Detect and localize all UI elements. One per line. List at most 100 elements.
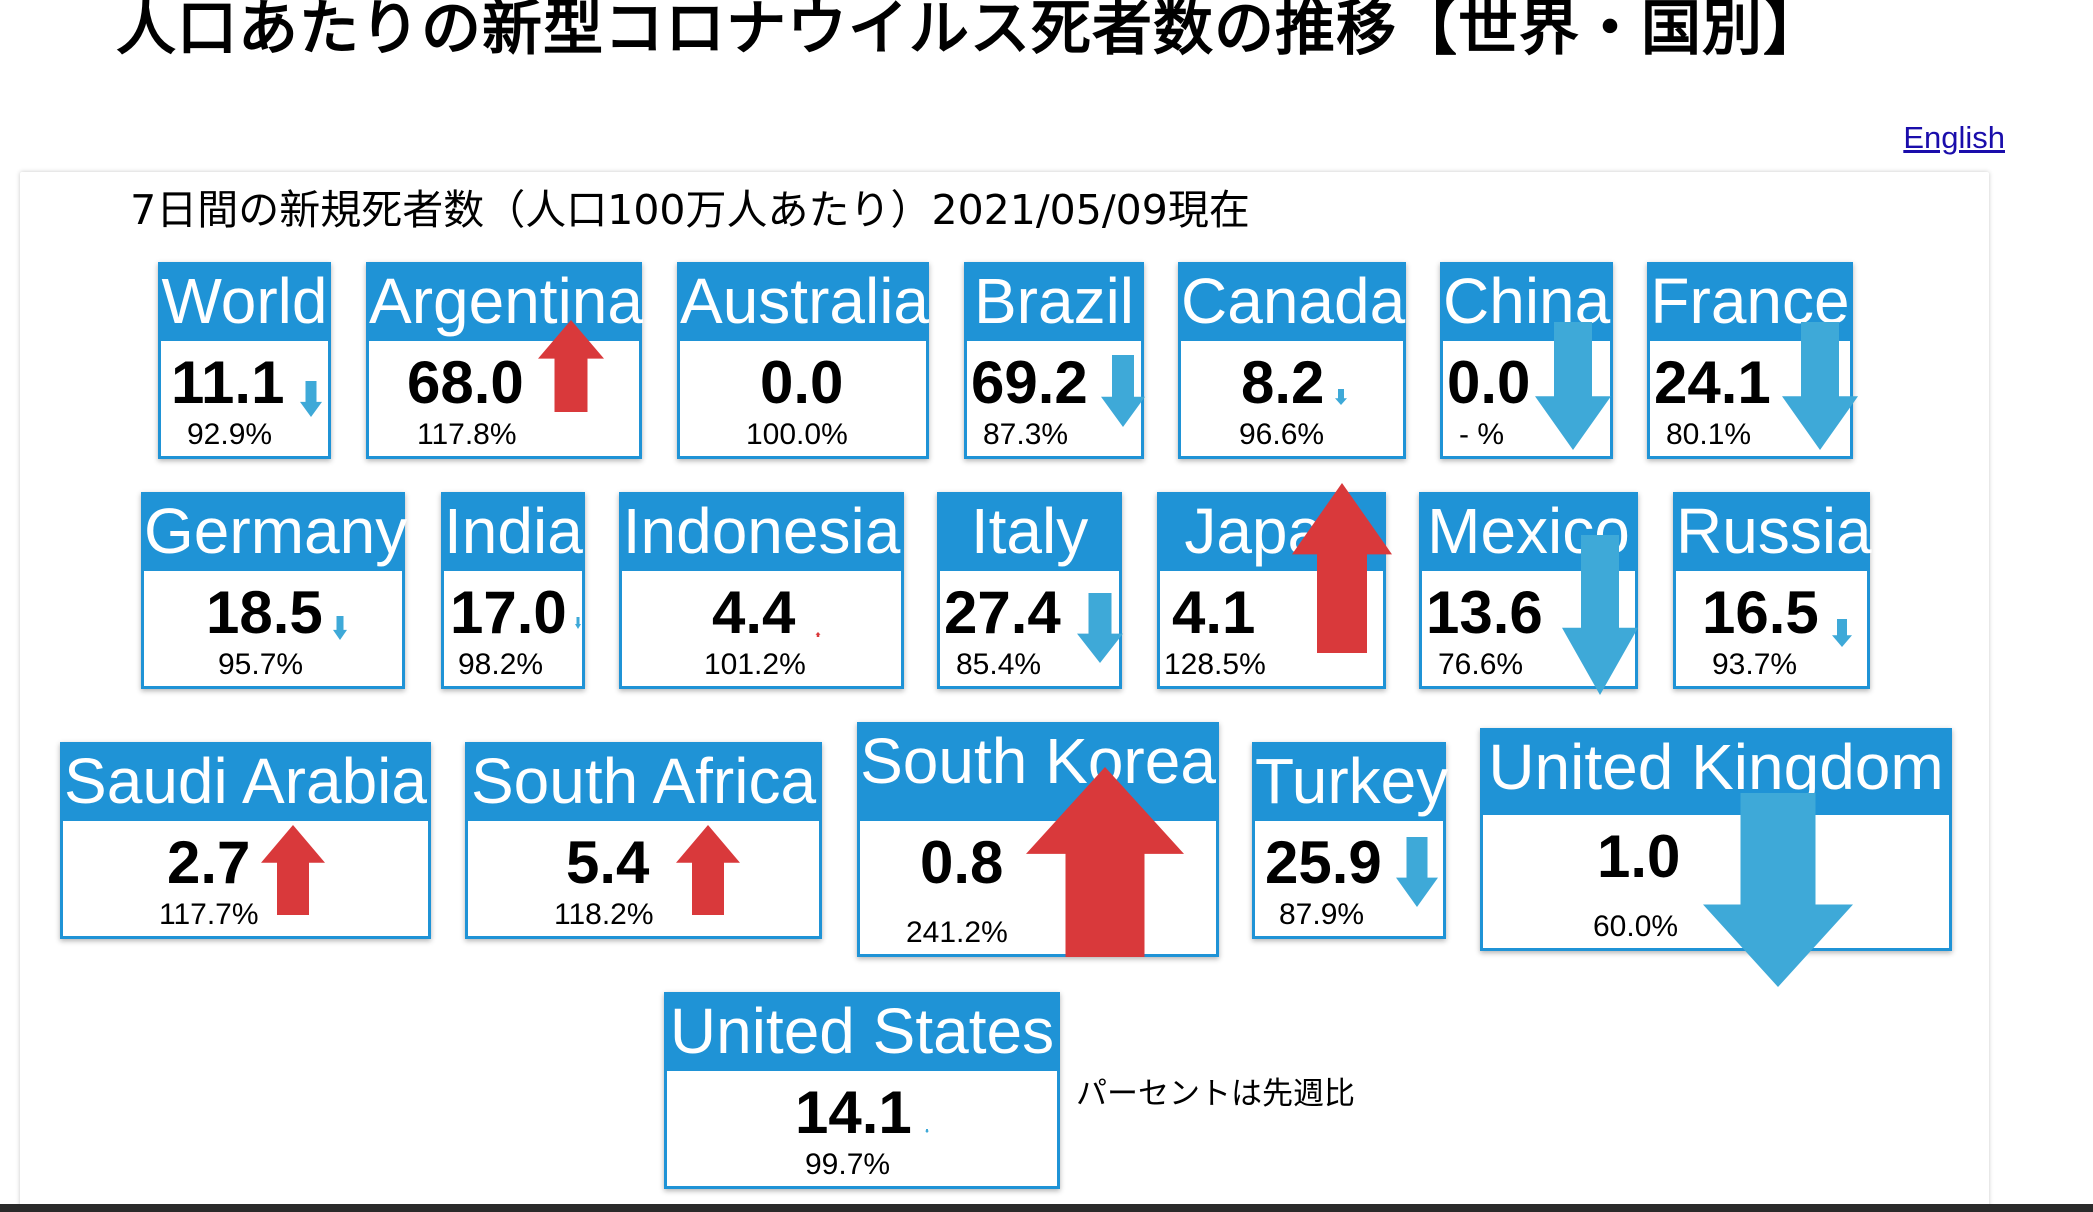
deaths-per-million-value: 1.0: [1597, 823, 1681, 890]
week-over-week-percent: 87.9%: [1279, 898, 1365, 931]
arrow-down-icon: [575, 617, 581, 629]
week-over-week-percent: 80.1%: [1666, 418, 1752, 451]
country-card-saudi-arabia: Saudi Arabia 2.7 117.7%: [60, 742, 431, 939]
arrow-up-icon: [676, 825, 740, 915]
country-card-russia: Russia 16.5 93.7%: [1673, 492, 1872, 689]
deaths-per-million-value: 0.8: [920, 829, 1004, 896]
country-card-turkey: Turkey 25.9 87.9%: [1252, 742, 1448, 939]
deaths-per-million-value: 4.4: [712, 579, 796, 646]
week-over-week-percent: 95.7%: [218, 648, 304, 681]
country-card-italy: Italy 27.4 85.4%: [937, 492, 1123, 689]
week-over-week-percent: 128.5%: [1164, 648, 1266, 681]
country-card-japan: Japan 4.1 128.5%: [1157, 483, 1392, 689]
deaths-per-million-value: 68.0: [407, 349, 524, 416]
country-name-label: India: [444, 495, 583, 567]
country-name: India: [444, 495, 583, 571]
country-name-label: Italy: [970, 495, 1089, 567]
country-card-germany: Germany 18.5 95.7%: [141, 492, 407, 689]
week-over-week-percent: 100.0%: [746, 418, 848, 451]
week-over-week-percent: 92.9%: [187, 418, 273, 451]
week-over-week-percent: 87.3%: [983, 418, 1069, 451]
deaths-per-million-value: 5.4: [566, 829, 650, 896]
country-card-argentina: Argentina 68.0 117.8%: [366, 262, 643, 459]
country-card-australia: Australia 0.0 100.0%: [677, 262, 929, 459]
country-card-south-africa: South Africa 5.4 118.2%: [465, 742, 822, 939]
week-over-week-percent: 101.2%: [704, 648, 806, 681]
country-name: United States: [667, 995, 1057, 1071]
week-over-week-percent: 98.2%: [458, 648, 544, 681]
country-card-india: India 17.0 98.2%: [441, 492, 585, 689]
deaths-per-million-value: 24.1: [1654, 349, 1771, 416]
country-name-label: Saudi Arabia: [64, 745, 427, 817]
arrow-down-icon: [1703, 793, 1853, 987]
country-card-world: World 11.1 92.9%: [158, 262, 331, 459]
week-over-week-percent: 60.0%: [1593, 910, 1679, 943]
deaths-per-million-value: 25.9: [1265, 829, 1382, 896]
country-name: Indonesia: [622, 495, 901, 571]
country-name-label: Indonesia: [622, 495, 901, 567]
country-name: Italy: [940, 495, 1119, 571]
page-title: 人口あたりの新型コロナウイルス死者数の推移【世界・国別】: [116, 0, 1824, 64]
country-name: Saudi Arabia: [63, 745, 428, 821]
arrow-up-icon: [815, 632, 821, 637]
deaths-per-million-value: 0.0: [1447, 349, 1531, 416]
country-name-label: Canada: [1181, 265, 1406, 337]
country-name: Canada: [1181, 265, 1406, 341]
arrow-down-icon: [1782, 322, 1858, 450]
arrow-up-icon: [1292, 483, 1392, 653]
week-over-week-percent: 241.2%: [906, 916, 1008, 949]
country-name: Mexico: [1422, 495, 1635, 571]
deaths-per-million-value: 14.1: [795, 1079, 912, 1146]
country-name: Russia: [1676, 495, 1872, 571]
week-over-week-percent: 76.6%: [1438, 648, 1524, 681]
country-name: World: [161, 265, 328, 341]
english-language-link[interactable]: English: [1903, 120, 2005, 155]
country-name-label: Australia: [680, 265, 929, 337]
week-over-week-percent: 93.7%: [1712, 648, 1798, 681]
country-card-mexico: Mexico 13.6 76.6%: [1419, 492, 1638, 695]
week-over-week-percent: 96.6%: [1239, 418, 1325, 451]
deaths-per-million-value: 2.7: [167, 829, 251, 896]
country-name-label: South Korea: [860, 725, 1216, 797]
country-card-united-kingdom: United Kingdom 1.0 60.0%: [1480, 728, 1952, 987]
country-card-united-states: United States 14.1 99.7%: [664, 992, 1060, 1189]
arrow-down-icon: [1077, 593, 1123, 663]
country-name: South Africa: [468, 745, 819, 821]
arrow-down-icon: [925, 1129, 929, 1133]
country-card-indonesia: Indonesia 4.4 101.2%: [619, 492, 904, 689]
deaths-per-million-value: 16.5: [1702, 579, 1819, 646]
country-card-brazil: Brazil 69.2 87.3%: [964, 262, 1145, 459]
country-card-china: China 0.0- %: [1440, 262, 1613, 459]
week-over-week-percent: 99.7%: [805, 1148, 891, 1181]
arrow-down-icon: [1396, 837, 1438, 907]
deaths-per-million-value: 11.1: [171, 349, 285, 416]
country-card-france: France 24.1 80.1%: [1647, 262, 1858, 459]
week-over-week-percent: 118.2%: [554, 898, 654, 931]
arrow-up-icon: [1026, 767, 1184, 957]
country-name: United Kingdom: [1483, 731, 1949, 815]
week-over-week-percent: - %: [1459, 418, 1504, 451]
week-over-week-percent: 117.7%: [159, 898, 259, 931]
country-name: Germany: [144, 495, 407, 571]
arrow-down-icon: [1562, 535, 1638, 695]
arrow-down-icon: [1535, 322, 1611, 450]
deaths-per-million-value: 27.4: [944, 579, 1061, 646]
country-card-south-korea: South Korea 0.8 241.2%: [857, 722, 1219, 957]
arrow-down-icon: [1832, 619, 1852, 647]
country-name-label: South Africa: [470, 745, 817, 817]
week-over-week-percent: 85.4%: [956, 648, 1042, 681]
deaths-per-million-value: 13.6: [1426, 579, 1543, 646]
country-card-canada: Canada 8.2 96.6%: [1178, 262, 1406, 459]
country-name-label: Germany: [144, 495, 408, 567]
deaths-per-million-value: 17.0: [450, 579, 567, 646]
deaths-per-million-value: 8.2: [1241, 349, 1325, 416]
country-name: Argentina: [369, 265, 643, 341]
country-name-label: Argentina: [369, 265, 643, 337]
footnote: パーセントは先週比: [1076, 1076, 1355, 1112]
arrow-down-icon: [300, 381, 322, 417]
country-name: Turkey: [1255, 745, 1448, 821]
country-name-label: United States: [669, 995, 1055, 1067]
arrow-up-icon: [261, 825, 325, 915]
arrow-down-icon: [1335, 389, 1347, 405]
country-name: South Korea: [860, 725, 1216, 821]
